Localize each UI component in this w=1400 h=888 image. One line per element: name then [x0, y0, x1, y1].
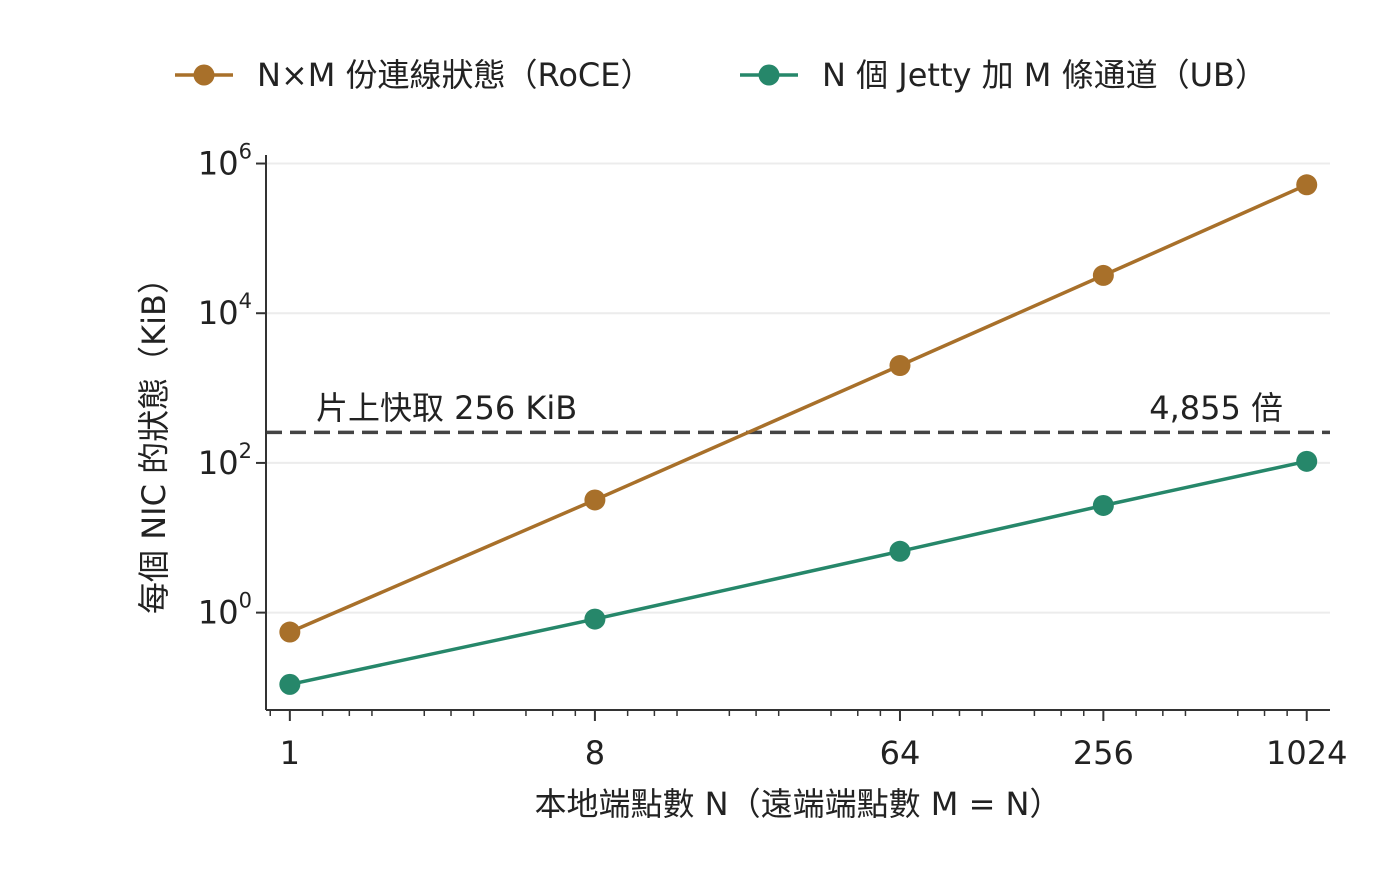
legend-label-1: N 個 Jetty 加 M 條通道（UB）: [822, 56, 1267, 94]
x-axis-title: 本地端點數 N（遠端端點數 M = N）: [535, 785, 1062, 823]
legend-label-0: N×M 份連線狀態（RoCE）: [257, 56, 652, 94]
y-axis-title: 每個 NIC 的狀態（KiB）: [135, 262, 173, 614]
data-point-s1-2: [889, 540, 911, 562]
axes: [265, 155, 1330, 711]
data-point-s0-4: [1296, 174, 1318, 196]
data-point-s1-0: [279, 673, 301, 695]
y-tick-exponent: 0: [239, 589, 252, 613]
reference-line-label: 片上快取 256 KiB: [316, 389, 577, 427]
data-point-s1-4: [1296, 450, 1318, 472]
y-tick-label-0: 100: [198, 589, 252, 632]
x-tick-label-4: 1024: [1266, 734, 1347, 772]
data-point-s1-3: [1092, 494, 1114, 516]
data-point-s0-0: [279, 621, 301, 643]
grid-lines: [266, 162, 1330, 614]
y-tick-label-2: 104: [198, 289, 252, 332]
legend: N×M 份連線狀態（RoCE） N 個 Jetty 加 M 條通道（UB）: [175, 56, 1267, 94]
y-tick-base: 10: [198, 294, 239, 332]
y-tick-label-3: 106: [198, 140, 252, 183]
data-point-s1-1: [584, 608, 606, 630]
x-tick-label-0: 1: [280, 734, 300, 772]
legend-marker-1: [758, 64, 780, 86]
y-tick-exponent: 6: [239, 140, 252, 164]
x-tick-label-3: 256: [1073, 734, 1134, 772]
y-tick-base: 10: [198, 444, 239, 482]
x-tick-label-2: 64: [880, 734, 921, 772]
data-point-s0-3: [1092, 264, 1114, 286]
y-tick-exponent: 2: [239, 439, 252, 463]
legend-marker-0: [193, 64, 215, 86]
y-tick-base: 10: [198, 145, 239, 183]
data-point-s0-2: [889, 355, 911, 377]
y-tick-exponent: 4: [239, 289, 252, 313]
y-tick-label-1: 102: [198, 439, 252, 482]
series-group: [279, 174, 1318, 695]
y-tick-base: 10: [198, 594, 239, 632]
ratio-annotation: 4,855 倍: [1149, 389, 1283, 427]
data-point-s0-1: [584, 489, 606, 511]
x-ticks: 1 8 64 256 1024: [269, 710, 1347, 772]
series-line-1: [289, 459, 1308, 687]
x-tick-label-1: 8: [585, 734, 605, 772]
